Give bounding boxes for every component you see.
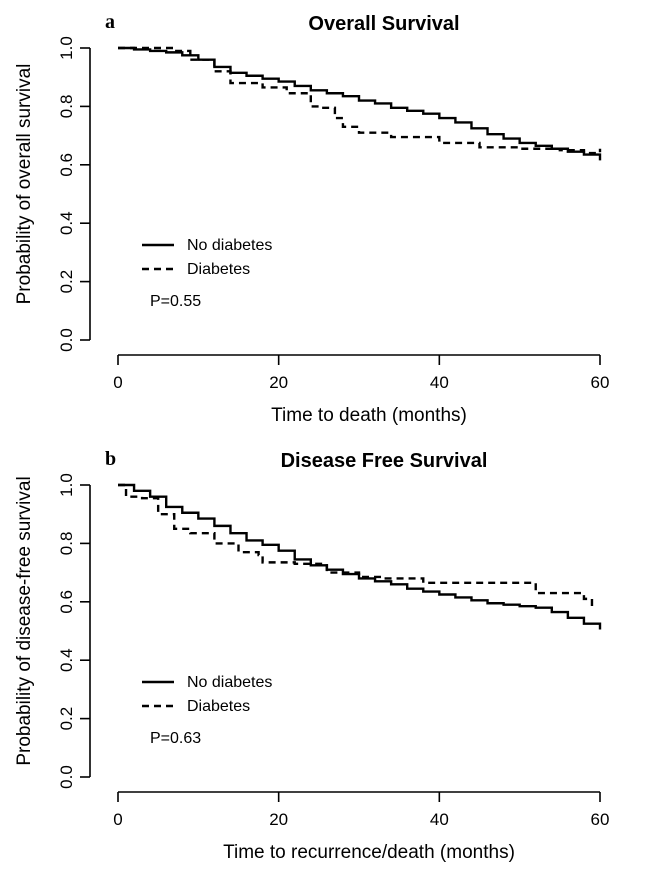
x-tick-label: 60	[591, 810, 610, 829]
x-tick-label: 60	[591, 373, 610, 392]
disease-free-survival-curve-diabetes	[118, 483, 594, 611]
x-axis-title: Time to death (months)	[271, 405, 467, 426]
chart-title: Disease Free Survival	[281, 450, 488, 472]
y-tick-label: 0.4	[57, 648, 76, 672]
y-tick-label: 0.6	[57, 590, 76, 614]
x-tick-label: 20	[269, 373, 288, 392]
x-tick-label: 0	[113, 373, 122, 392]
legend-label: No diabetes	[187, 237, 272, 254]
legend-label: Diabetes	[187, 698, 250, 715]
x-tick-label: 40	[430, 373, 449, 392]
y-tick-label: 0.2	[57, 270, 76, 294]
y-tick-label: 0.0	[57, 765, 76, 789]
y-tick-label: 0.4	[57, 211, 76, 235]
p-value-label: P=0.63	[150, 730, 201, 747]
y-axis-title: Probability of overall survival	[14, 64, 35, 305]
y-tick-label: 0.8	[57, 95, 76, 119]
panel-label: a	[105, 11, 115, 33]
y-tick-label: 1.0	[57, 473, 76, 497]
p-value-label: P=0.55	[150, 293, 201, 310]
legend-label: Diabetes	[187, 261, 250, 278]
overall-survival-curve-diabetes	[118, 46, 602, 155]
disease-free-survival-curve-no-diabetes	[118, 483, 602, 630]
x-axis-title: Time to recurrence/death (months)	[223, 842, 515, 863]
y-tick-label: 1.0	[57, 36, 76, 60]
y-axis-title: Probability of disease-free survival	[14, 476, 35, 765]
x-tick-label: 40	[430, 810, 449, 829]
disease-free-survival-chart: b Disease Free Survival 0.0 0.2 0.4 0.6 0.8 1.0…	[14, 448, 610, 863]
x-tick-label: 0	[113, 810, 122, 829]
overall-survival-curve-no-diabetes	[118, 46, 602, 161]
y-tick-label: 0.6	[57, 153, 76, 177]
y-tick-label: 0.2	[57, 707, 76, 731]
x-tick-label: 20	[269, 810, 288, 829]
overall-survival-chart: a Overall Survival 0.0 0.2 0.4 0.6 0.8 1.0 Proba…	[14, 11, 610, 426]
y-tick-label: 0.8	[57, 532, 76, 556]
panel-label: b	[105, 448, 116, 470]
legend-label: No diabetes	[187, 674, 272, 691]
y-tick-label: 0.0	[57, 328, 76, 352]
chart-title: Overall Survival	[308, 13, 459, 35]
